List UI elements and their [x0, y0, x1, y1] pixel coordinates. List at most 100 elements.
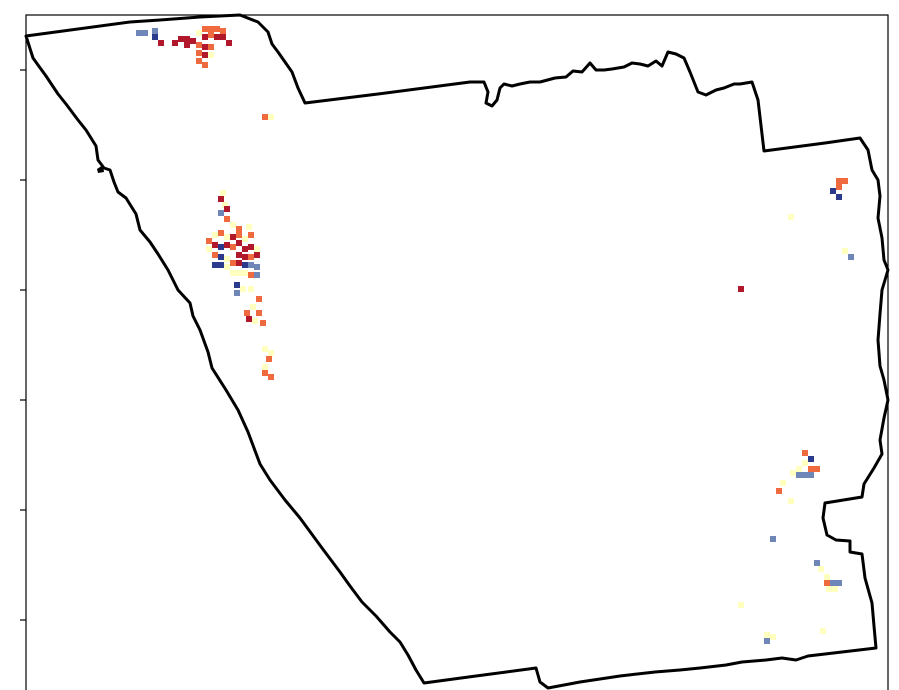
- hotspot-cell-orange: [202, 26, 208, 32]
- hotspot-cell-orange: [262, 114, 268, 120]
- hotspot-cell-light_yellow: [796, 466, 802, 472]
- hotspot-cell-slate_blue: [796, 472, 802, 478]
- hotspot-cell-orange: [244, 310, 250, 316]
- hotspot-cell-slate_blue: [802, 472, 808, 478]
- hotspot-cell-orange: [266, 356, 272, 362]
- hotspot-cell-light_yellow: [818, 566, 824, 572]
- hotspot-cell-slate_blue: [218, 210, 224, 216]
- hotspot-cell-dark_red: [184, 36, 190, 42]
- hotspot-cell-light_yellow: [212, 232, 218, 238]
- hotspot-cell-light_yellow: [208, 52, 214, 58]
- hotspot-cell-light_yellow: [268, 350, 274, 356]
- hotspot-cell-orange: [202, 62, 208, 68]
- hotspot-cell-dark_red: [226, 40, 232, 46]
- hotspot-cell-dark_blue: [836, 194, 842, 200]
- hotspot-cell-light_yellow: [788, 498, 794, 504]
- hotspot-cell-dark_red: [190, 38, 196, 44]
- hotspot-cell-light_yellow: [242, 236, 248, 242]
- hotspot-cell-orange: [214, 26, 220, 32]
- hotspot-cell-orange: [836, 184, 842, 190]
- hotspot-cell-light_yellow: [832, 586, 838, 592]
- hotspot-cell-slate_blue: [142, 30, 148, 36]
- plot-frame: [25, 14, 889, 690]
- hotspot-cell-slate_blue: [764, 638, 770, 644]
- hotspot-cell-dark_red: [214, 34, 220, 40]
- hotspot-cell-light_yellow: [802, 460, 808, 466]
- hotspot-cell-orange: [218, 230, 224, 236]
- hotspot-cell-orange: [230, 244, 236, 250]
- hotspot-cell-light_yellow: [206, 246, 212, 252]
- hotspot-cell-dark_red: [236, 240, 242, 246]
- hotspot-cell-orange: [842, 178, 848, 184]
- hotspot-cell-orange: [230, 260, 236, 266]
- hotspot-cell-orange: [248, 254, 254, 260]
- small-island: [97, 165, 104, 173]
- hotspot-cell-light_yellow: [738, 602, 744, 608]
- hotspot-cell-light_yellow: [788, 214, 794, 220]
- hotspot-cell-dark_red: [178, 36, 184, 42]
- hotspot-cell-light_yellow: [246, 224, 252, 230]
- hotspot-cell-light_yellow: [230, 222, 236, 228]
- hotspot-cell-dark_red: [254, 252, 260, 258]
- hotspot-cell-dark_red: [212, 242, 218, 248]
- hotspot-cell-orange: [196, 50, 202, 56]
- hotspot-cell-dark_red: [242, 254, 248, 260]
- hotspot-cell-light_yellow: [248, 286, 254, 292]
- hotspot-cell-slate_blue: [808, 472, 814, 478]
- hotspot-cell-light_yellow: [254, 246, 260, 252]
- hotspot-cell-light_yellow: [820, 628, 826, 634]
- hotspot-cell-orange: [262, 370, 268, 376]
- hotspot-cell-light_yellow: [770, 634, 776, 640]
- hotspot-cell-orange: [208, 32, 214, 38]
- hotspot-cell-orange: [248, 272, 254, 278]
- hotspot-cell-orange: [206, 238, 212, 244]
- hotspot-cell-orange: [220, 28, 226, 34]
- hotspot-cell-dark_red: [224, 206, 230, 212]
- hotspot-cell-orange: [212, 252, 218, 258]
- hotspot-cell-slate_blue: [234, 290, 240, 296]
- hotspot-cell-dark_blue: [808, 456, 814, 462]
- hotspot-cell-slate_blue: [248, 262, 254, 268]
- hotspot-cell-light_yellow: [824, 574, 830, 580]
- hotspot-cell-light_yellow: [242, 270, 248, 276]
- hotspot-cell-dark_blue: [218, 244, 224, 250]
- hotspot-cell-light_yellow: [268, 114, 274, 120]
- hotspot-cell-dark_blue: [242, 262, 248, 268]
- hotspot-cell-dark_red: [184, 42, 190, 48]
- hotspot-cell-light_yellow: [224, 234, 230, 240]
- hotspot-cell-dark_blue: [218, 262, 224, 268]
- hotspot-cell-light_yellow: [262, 346, 268, 352]
- hotspot-cell-dark_red: [738, 286, 744, 292]
- hotspot-cell-dark_red: [202, 44, 208, 50]
- hotspot-cell-light_yellow: [220, 190, 226, 196]
- hotspot-cell-orange: [776, 488, 782, 494]
- hotspot-cells: [136, 26, 854, 644]
- hotspot-cell-light_yellow: [842, 248, 848, 254]
- hotspot-cell-light_yellow: [764, 632, 770, 638]
- y-axis-ticks: [20, 69, 26, 621]
- hotspot-cell-orange: [260, 320, 266, 326]
- hotspot-cell-dark_red: [158, 40, 164, 46]
- hotspot-cell-orange: [824, 580, 830, 586]
- hotspot-cell-light_yellow: [826, 586, 832, 592]
- hotspot-cell-slate_blue: [136, 30, 142, 36]
- hotspot-cell-dark_red: [224, 242, 230, 248]
- hotspot-cell-dark_red: [230, 234, 236, 240]
- hotspot-cell-dark_red: [202, 34, 208, 40]
- hotspot-cell-light_yellow: [230, 270, 236, 276]
- hotspot-cell-dark_blue: [830, 188, 836, 194]
- hotspot-cell-orange: [808, 466, 814, 472]
- hotspot-cell-slate_blue: [254, 264, 260, 270]
- hotspot-cell-orange: [256, 310, 262, 316]
- hotspot-cell-orange: [196, 42, 202, 48]
- hotspot-cell-orange: [236, 226, 242, 232]
- hotspot-cell-slate_blue: [848, 254, 854, 260]
- hotspot-cell-light_yellow: [224, 264, 230, 270]
- hotspot-cell-dark_red: [236, 252, 242, 258]
- hotspot-cell-dark_red: [220, 34, 226, 40]
- hotspot-cell-slate_blue: [830, 580, 836, 586]
- hotspot-cell-orange: [224, 216, 230, 222]
- hotspot-cell-slate_blue: [152, 28, 158, 34]
